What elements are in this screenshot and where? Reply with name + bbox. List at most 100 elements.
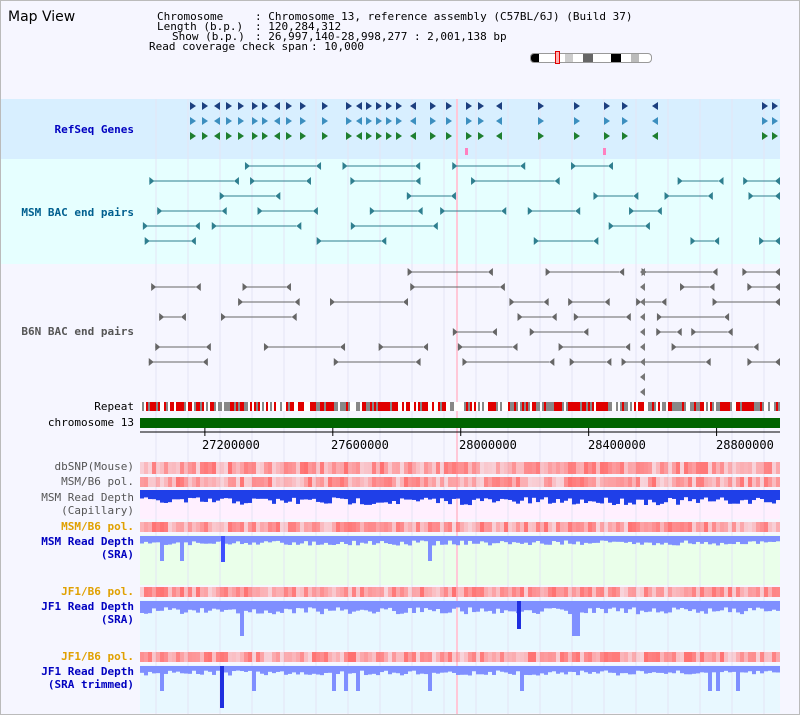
depth-bar	[704, 601, 708, 614]
depth-bar	[380, 490, 384, 503]
pol-segment	[216, 652, 220, 662]
pol-segment	[684, 522, 688, 532]
depth-bar	[336, 666, 340, 675]
gene-arrow	[622, 117, 628, 125]
ideogram-position-marker[interactable]	[555, 51, 560, 64]
pol-segment	[392, 652, 396, 662]
depth-bar	[188, 536, 192, 546]
track-label-b6n-bac[interactable]: B6N BAC end pairs	[21, 325, 134, 338]
depth-bar	[232, 666, 236, 672]
dbsnp-segment	[636, 462, 640, 474]
depth-bar	[676, 536, 680, 546]
pol-segment	[696, 587, 700, 597]
pol-segment	[260, 522, 264, 532]
repeat-segment	[276, 402, 278, 411]
msm-bac-pair-end	[452, 162, 458, 170]
pol-segment	[368, 652, 372, 662]
dbsnp-segment	[324, 462, 328, 474]
dbsnp-segment	[292, 462, 296, 474]
msm-bac-pair-end	[342, 162, 348, 170]
pol-segment	[704, 522, 708, 532]
msm-bac-pair-end	[450, 192, 456, 200]
repeat-segment	[580, 402, 582, 411]
repeat-segment	[628, 402, 630, 411]
pol-segment	[692, 587, 696, 597]
dbsnp-segment	[212, 462, 216, 474]
dbsnp-segment	[700, 462, 704, 474]
depth-bar	[332, 536, 336, 546]
b6n-bac-pair-end	[462, 358, 468, 366]
chromosome-ideogram[interactable]	[530, 53, 652, 63]
depth-bar	[568, 490, 572, 499]
repeat-segment	[538, 402, 540, 411]
pol-segment	[456, 652, 460, 662]
pol-segment	[556, 652, 560, 662]
pol-segment	[332, 522, 336, 532]
repeat-segment	[282, 402, 284, 411]
pol-segment	[548, 477, 552, 487]
pol-segment	[524, 522, 528, 532]
pol-segment	[176, 587, 180, 597]
msm-bac-pair-end	[593, 192, 599, 200]
repeat-segment	[360, 402, 362, 411]
depth-bar	[564, 490, 568, 501]
pol-segment	[396, 522, 400, 532]
depth-bar	[588, 536, 592, 544]
dbsnp-segment	[692, 462, 696, 474]
repeat-segment	[746, 402, 748, 411]
repeat-segment	[770, 402, 772, 411]
pol-segment	[340, 477, 344, 487]
depth-bar	[420, 536, 424, 541]
repeat-segment	[668, 402, 670, 411]
repeat-segment	[388, 402, 390, 411]
dbsnp-segment	[744, 462, 748, 474]
dbsnp-segment	[336, 462, 340, 474]
pol-segment	[484, 477, 488, 487]
pol-segment	[524, 477, 528, 487]
repeat-segment	[602, 402, 604, 411]
depth-bar	[532, 601, 536, 613]
pol-segment	[624, 522, 628, 532]
pol-segment	[692, 477, 696, 487]
depth-bar	[396, 536, 400, 546]
gene-arrow	[274, 102, 280, 110]
depth-bar	[700, 601, 704, 612]
repeat-segment	[548, 402, 550, 411]
repeat-segment	[236, 402, 238, 411]
pol-segment	[308, 522, 312, 532]
pol-segment	[432, 587, 436, 597]
depth-bar	[308, 601, 312, 608]
pol-segment	[424, 652, 428, 662]
repeat-segment	[536, 402, 538, 411]
repeat-segment	[500, 402, 502, 411]
depth-bar	[156, 666, 160, 674]
pol-segment	[720, 587, 724, 597]
gene-arrow	[652, 117, 658, 125]
depth-bar	[184, 601, 188, 613]
track-label-refseq-genes[interactable]: RefSeq Genes	[54, 123, 134, 136]
pol-segment	[304, 522, 308, 532]
gene-marker	[465, 148, 468, 155]
depth-bar	[148, 601, 152, 614]
pol-segment	[524, 652, 528, 662]
pol-segment	[580, 587, 584, 597]
pol-segment	[360, 652, 364, 662]
depth-bar	[268, 601, 272, 613]
repeat-segment	[750, 402, 752, 411]
repeat-segment	[248, 402, 250, 411]
depth-bar	[160, 490, 164, 503]
show-label: Show (b.p.)	[172, 30, 245, 43]
depth-bar	[596, 666, 600, 674]
repeat-segment	[234, 402, 236, 411]
msm-bac-pair-end	[406, 192, 412, 200]
pol-segment	[492, 477, 496, 487]
pol-segment	[156, 522, 160, 532]
depth-bar	[488, 601, 492, 611]
depth-bar	[220, 601, 224, 612]
msm-bac-pair-end	[250, 177, 256, 185]
track-label-msm-bac[interactable]: MSM BAC end pairs	[21, 206, 134, 219]
pol-segment	[588, 477, 592, 487]
depth-bar	[300, 601, 304, 609]
depth-bar	[420, 666, 424, 674]
depth-bar	[156, 490, 160, 501]
